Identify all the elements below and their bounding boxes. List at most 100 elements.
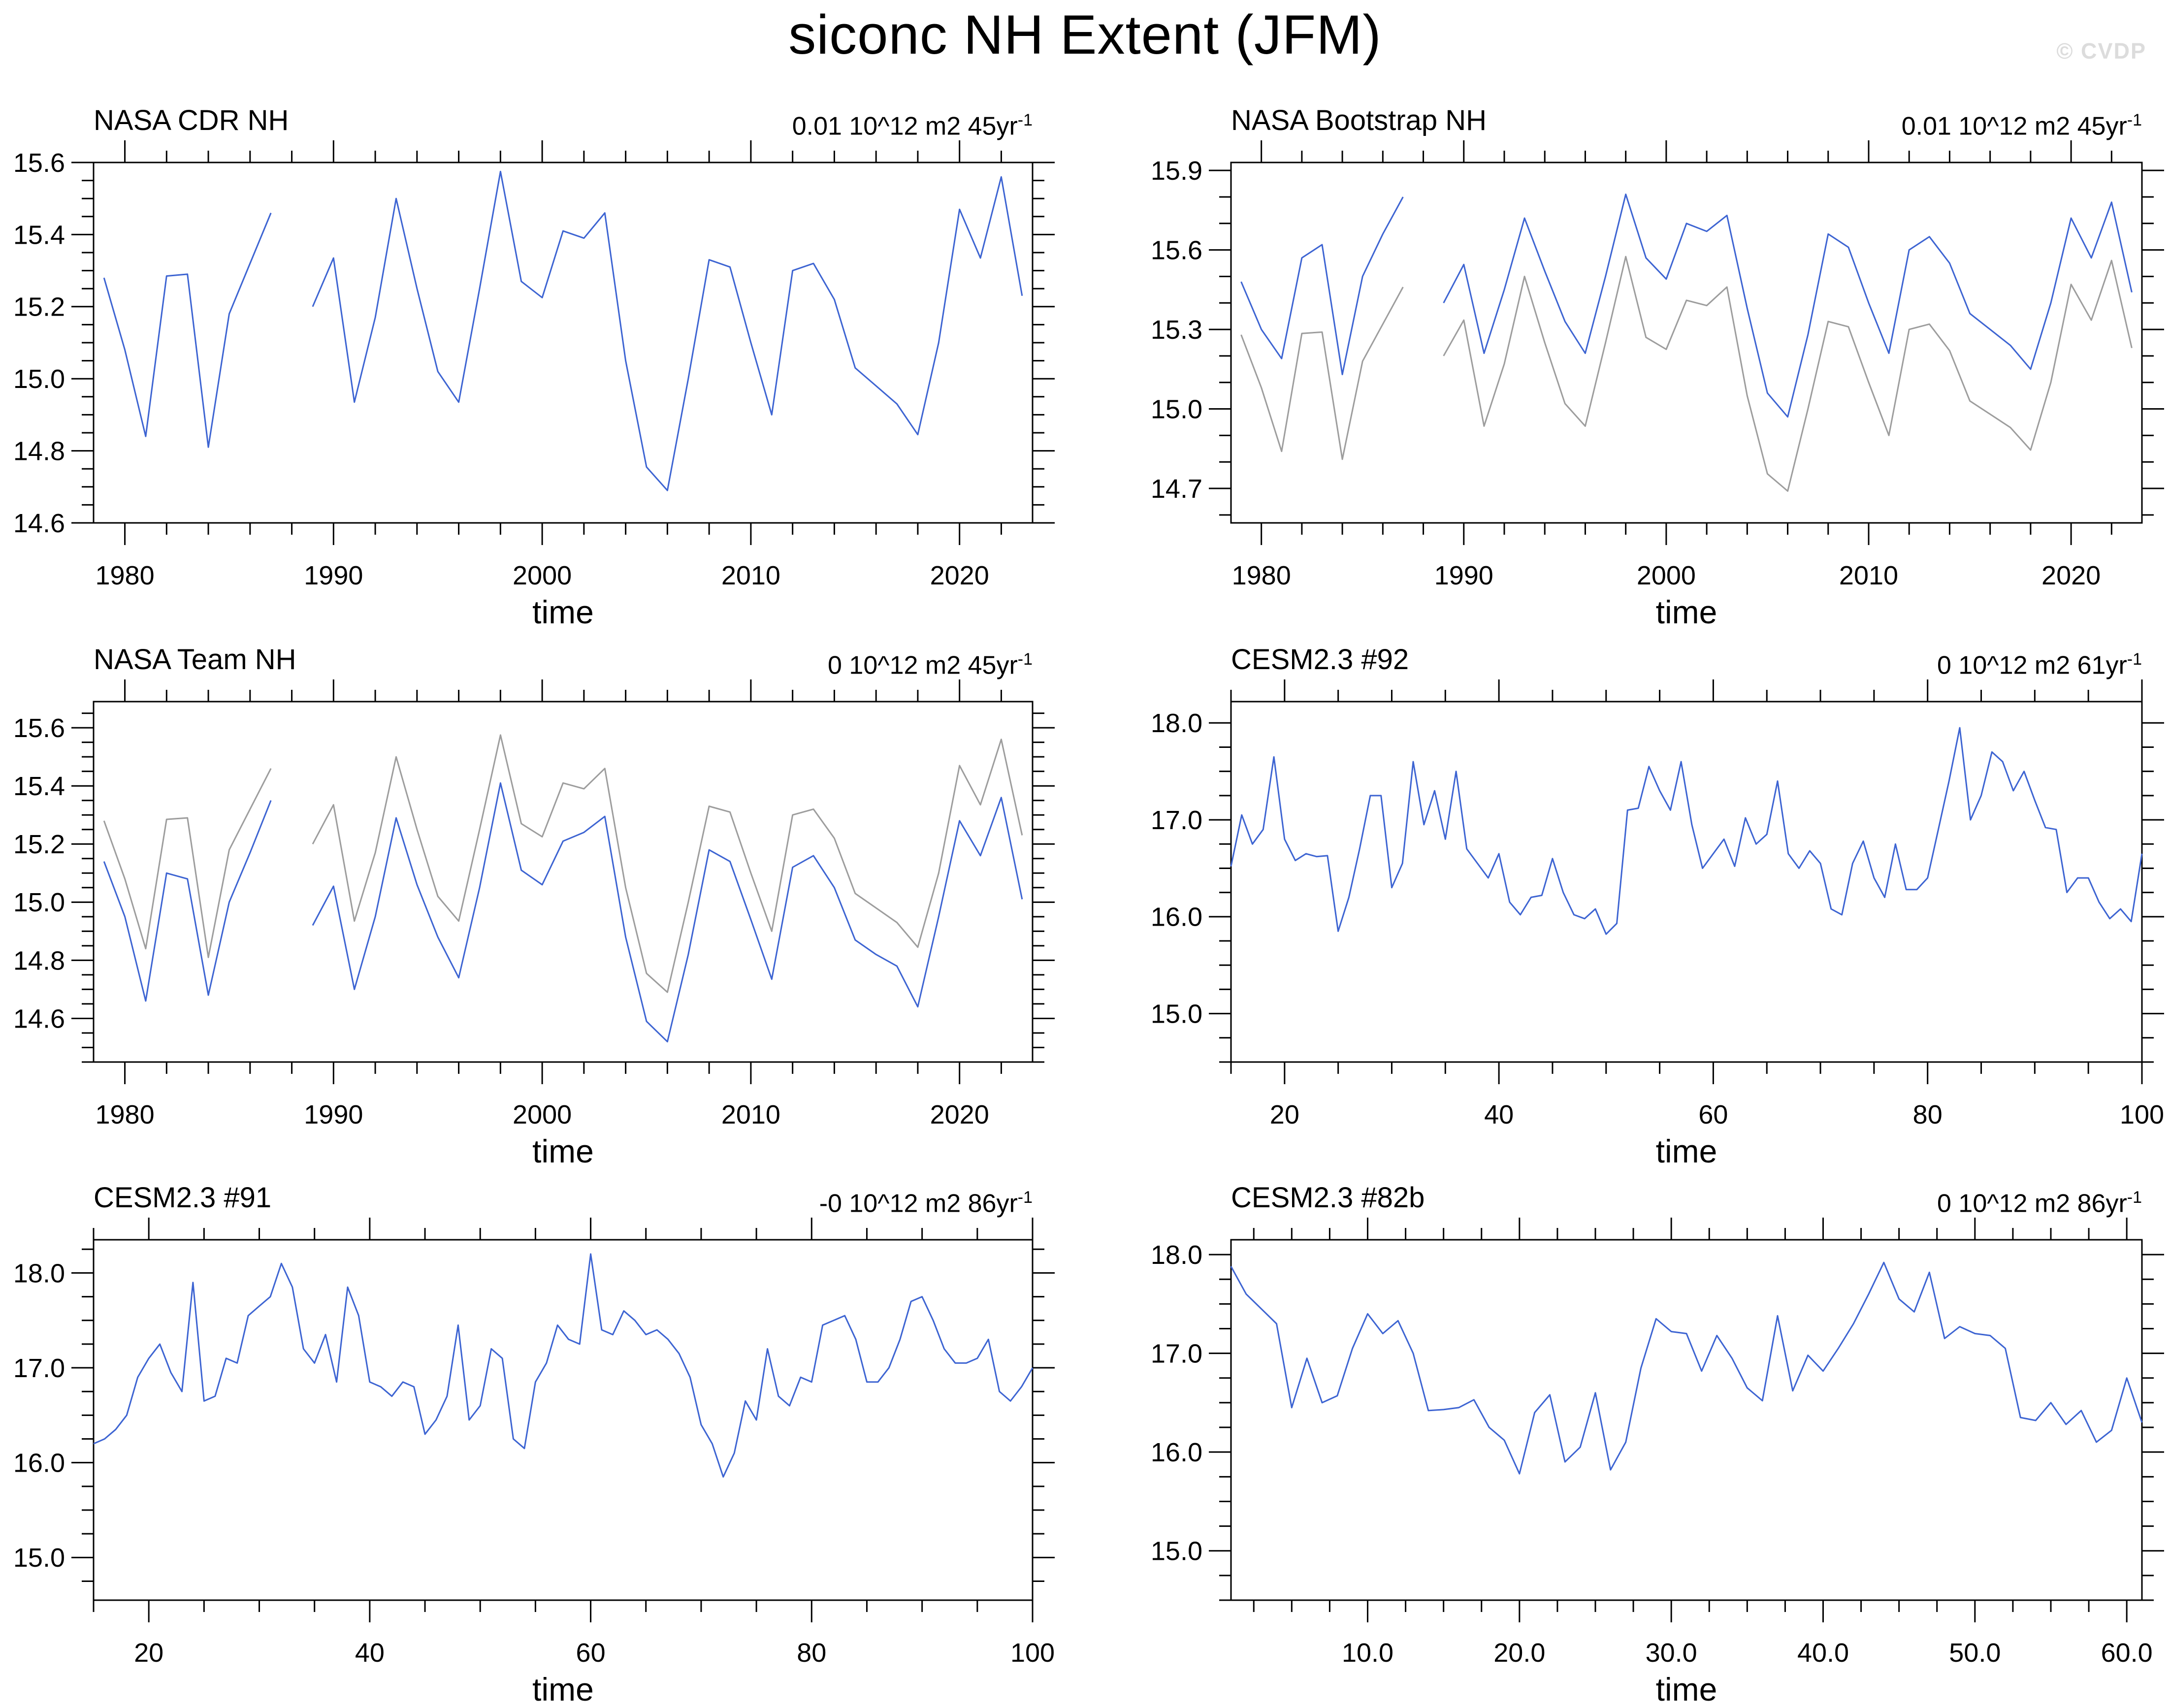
axis-ticks xyxy=(1209,140,2164,545)
svg-text:15.4: 15.4 xyxy=(13,220,65,250)
trend-exponent: -1 xyxy=(2127,1188,2142,1207)
panel-title: NASA CDR NH xyxy=(94,104,289,136)
svg-text:15.2: 15.2 xyxy=(13,292,65,322)
svg-text:15.0: 15.0 xyxy=(13,1543,65,1573)
trend-annotation: 0 10^12 m2 86yr-1 xyxy=(1937,1188,2142,1218)
svg-text:20: 20 xyxy=(1270,1100,1299,1129)
axis-ticks xyxy=(71,1218,1055,1622)
svg-text:15.6: 15.6 xyxy=(13,148,65,178)
series-line-cesm2-3-92 xyxy=(1230,727,2143,935)
figure-title: siconc NH Extent (JFM) xyxy=(788,4,1382,65)
panel-nasa-cdr-nh: 1980 1990 2000 2010 2020 14.6 14.8 15.0 15.2 15.4… xyxy=(0,91,1061,657)
axis-ticks xyxy=(1209,679,2164,1084)
svg-text:2020: 2020 xyxy=(930,561,989,590)
cvdp-watermark: © CVDP xyxy=(2056,38,2146,64)
trend-annotation: 0.01 10^12 m2 45yr-1 xyxy=(792,111,1033,141)
svg-text:16.0: 16.0 xyxy=(1151,1438,1202,1467)
trend-annotation: 0.01 10^12 m2 45yr-1 xyxy=(1902,111,2142,141)
svg-text:2000: 2000 xyxy=(1637,561,1696,590)
plot-box xyxy=(93,701,1034,1063)
svg-text:100: 100 xyxy=(1010,1638,1055,1668)
svg-text:2010: 2010 xyxy=(1839,561,1898,590)
trend-text: 0 10^12 m2 61yr xyxy=(1937,651,2127,680)
svg-text:15.2: 15.2 xyxy=(13,830,65,859)
series-line-nasa-team-nh xyxy=(103,782,1023,1043)
axis-ticks xyxy=(1209,1218,2164,1622)
series-line-nasa-cdr-nh xyxy=(103,170,1023,491)
series-line-nasa-bootstrap-nh xyxy=(1240,193,2133,418)
trend-exponent: -1 xyxy=(2127,650,2142,669)
plot-box xyxy=(1230,701,2143,1063)
svg-text:18.0: 18.0 xyxy=(13,1258,65,1288)
svg-text:16.0: 16.0 xyxy=(13,1449,65,1478)
trend-annotation: -0 10^12 m2 86yr-1 xyxy=(819,1188,1033,1218)
svg-text:17.0: 17.0 xyxy=(13,1354,65,1383)
x-axis-title: time xyxy=(1655,1671,1717,1708)
svg-text:15.3: 15.3 xyxy=(1151,315,1202,345)
series-lines xyxy=(103,170,1023,491)
svg-text:14.8: 14.8 xyxy=(13,437,65,466)
svg-text:80: 80 xyxy=(1913,1100,1943,1129)
tick-labels: 1980 1990 2000 2010 2020 14.7 15.0 15.3 15.6 15.9 xyxy=(1151,156,2101,590)
svg-text:40: 40 xyxy=(1484,1100,1514,1129)
svg-text:15.4: 15.4 xyxy=(13,772,65,801)
panel-nasa-bootstrap-nh: 1980 1990 2000 2010 2020 14.7 15.0 15.3 15.6 15.9… xyxy=(1137,91,2170,657)
panel-title: NASA Team NH xyxy=(94,644,296,676)
svg-text:15.0: 15.0 xyxy=(1151,1537,1202,1566)
panel-title: CESM2.3 #92 xyxy=(1231,644,1409,676)
plot-cesm23-82b: 10.0 20.0 30.0 40.0 50.0 60.0 15.0 16.0 17.0 18.0 xyxy=(1151,1218,2164,1668)
svg-text:30.0: 30.0 xyxy=(1646,1638,1697,1668)
svg-text:20: 20 xyxy=(134,1638,163,1668)
series-line-nasa-cdr-nh-reference xyxy=(1240,256,2133,492)
plot-cesm23-91: 20 40 60 80 100 15.0 16.0 17.0 18.0 xyxy=(13,1218,1055,1668)
plot-nasa-cdr-nh: 1980 1990 2000 2010 2020 14.6 14.8 15.0 15.2 15.4… xyxy=(13,140,1055,590)
svg-text:60.0: 60.0 xyxy=(2101,1638,2153,1668)
x-axis-title: time xyxy=(532,1671,594,1708)
tick-labels: 1980 1990 2000 2010 2020 14.6 14.8 15.0 15.2 15.4… xyxy=(13,148,989,590)
svg-text:15.9: 15.9 xyxy=(1151,156,1202,186)
x-axis-title: time xyxy=(1655,1133,1717,1169)
trend-text: 0.01 10^12 m2 45yr xyxy=(1901,112,2127,141)
svg-text:14.6: 14.6 xyxy=(13,509,65,538)
svg-text:2020: 2020 xyxy=(930,1100,989,1129)
svg-text:40.0: 40.0 xyxy=(1797,1638,1849,1668)
svg-text:50.0: 50.0 xyxy=(1949,1638,2001,1668)
x-axis-title: time xyxy=(532,594,594,630)
svg-text:1980: 1980 xyxy=(95,1100,154,1129)
trend-text: 0 10^12 m2 86yr xyxy=(1937,1189,2127,1218)
tick-labels: 20 40 60 80 100 15.0 16.0 17.0 18.0 xyxy=(13,1258,1055,1668)
axis-ticks xyxy=(71,679,1055,1084)
svg-text:20.0: 20.0 xyxy=(1493,1638,1545,1668)
svg-text:14.7: 14.7 xyxy=(1151,474,1202,504)
series-line-cesm2-3-82b xyxy=(1230,1261,2143,1475)
trend-text: -0 10^12 m2 86yr xyxy=(819,1189,1018,1218)
svg-text:60: 60 xyxy=(1698,1100,1728,1129)
svg-text:2010: 2010 xyxy=(721,561,780,590)
svg-text:1990: 1990 xyxy=(304,561,363,590)
panel-cesm23-92: 20 40 60 80 100 15.0 16.0 17.0 18.0 CESM2.3 #92 … xyxy=(1137,630,2170,1196)
svg-text:40: 40 xyxy=(355,1638,385,1668)
panel-title: CESM2.3 #82b xyxy=(1231,1182,1425,1214)
panel-title: CESM2.3 #91 xyxy=(94,1182,272,1214)
trend-text: 0 10^12 m2 45yr xyxy=(828,651,1018,680)
svg-text:15.0: 15.0 xyxy=(13,364,65,394)
svg-text:60: 60 xyxy=(576,1638,606,1668)
trend-text: 0.01 10^12 m2 45yr xyxy=(792,112,1018,141)
panel-nasa-team-nh: 1980 1990 2000 2010 2020 14.6 14.8 15.0 15.2 15.4… xyxy=(0,630,1061,1196)
plot-box xyxy=(1230,161,2143,524)
svg-text:80: 80 xyxy=(797,1638,826,1668)
trend-exponent: -1 xyxy=(1017,111,1033,129)
svg-text:15.0: 15.0 xyxy=(1151,394,1202,424)
svg-text:10.0: 10.0 xyxy=(1342,1638,1393,1668)
plot-box xyxy=(1230,1239,2143,1601)
svg-text:14.8: 14.8 xyxy=(13,946,65,975)
svg-text:17.0: 17.0 xyxy=(1151,1339,1202,1369)
svg-text:16.0: 16.0 xyxy=(1151,902,1202,932)
svg-text:14.6: 14.6 xyxy=(13,1004,65,1033)
svg-text:2000: 2000 xyxy=(513,561,572,590)
trend-exponent: -1 xyxy=(1017,1188,1033,1207)
svg-text:2000: 2000 xyxy=(513,1100,572,1129)
panel-cesm23-82b: 10.0 20.0 30.0 40.0 50.0 60.0 15.0 16.0 17.0 18.0… xyxy=(1137,1168,2170,1708)
svg-text:1980: 1980 xyxy=(95,561,154,590)
svg-text:15.6: 15.6 xyxy=(13,713,65,743)
